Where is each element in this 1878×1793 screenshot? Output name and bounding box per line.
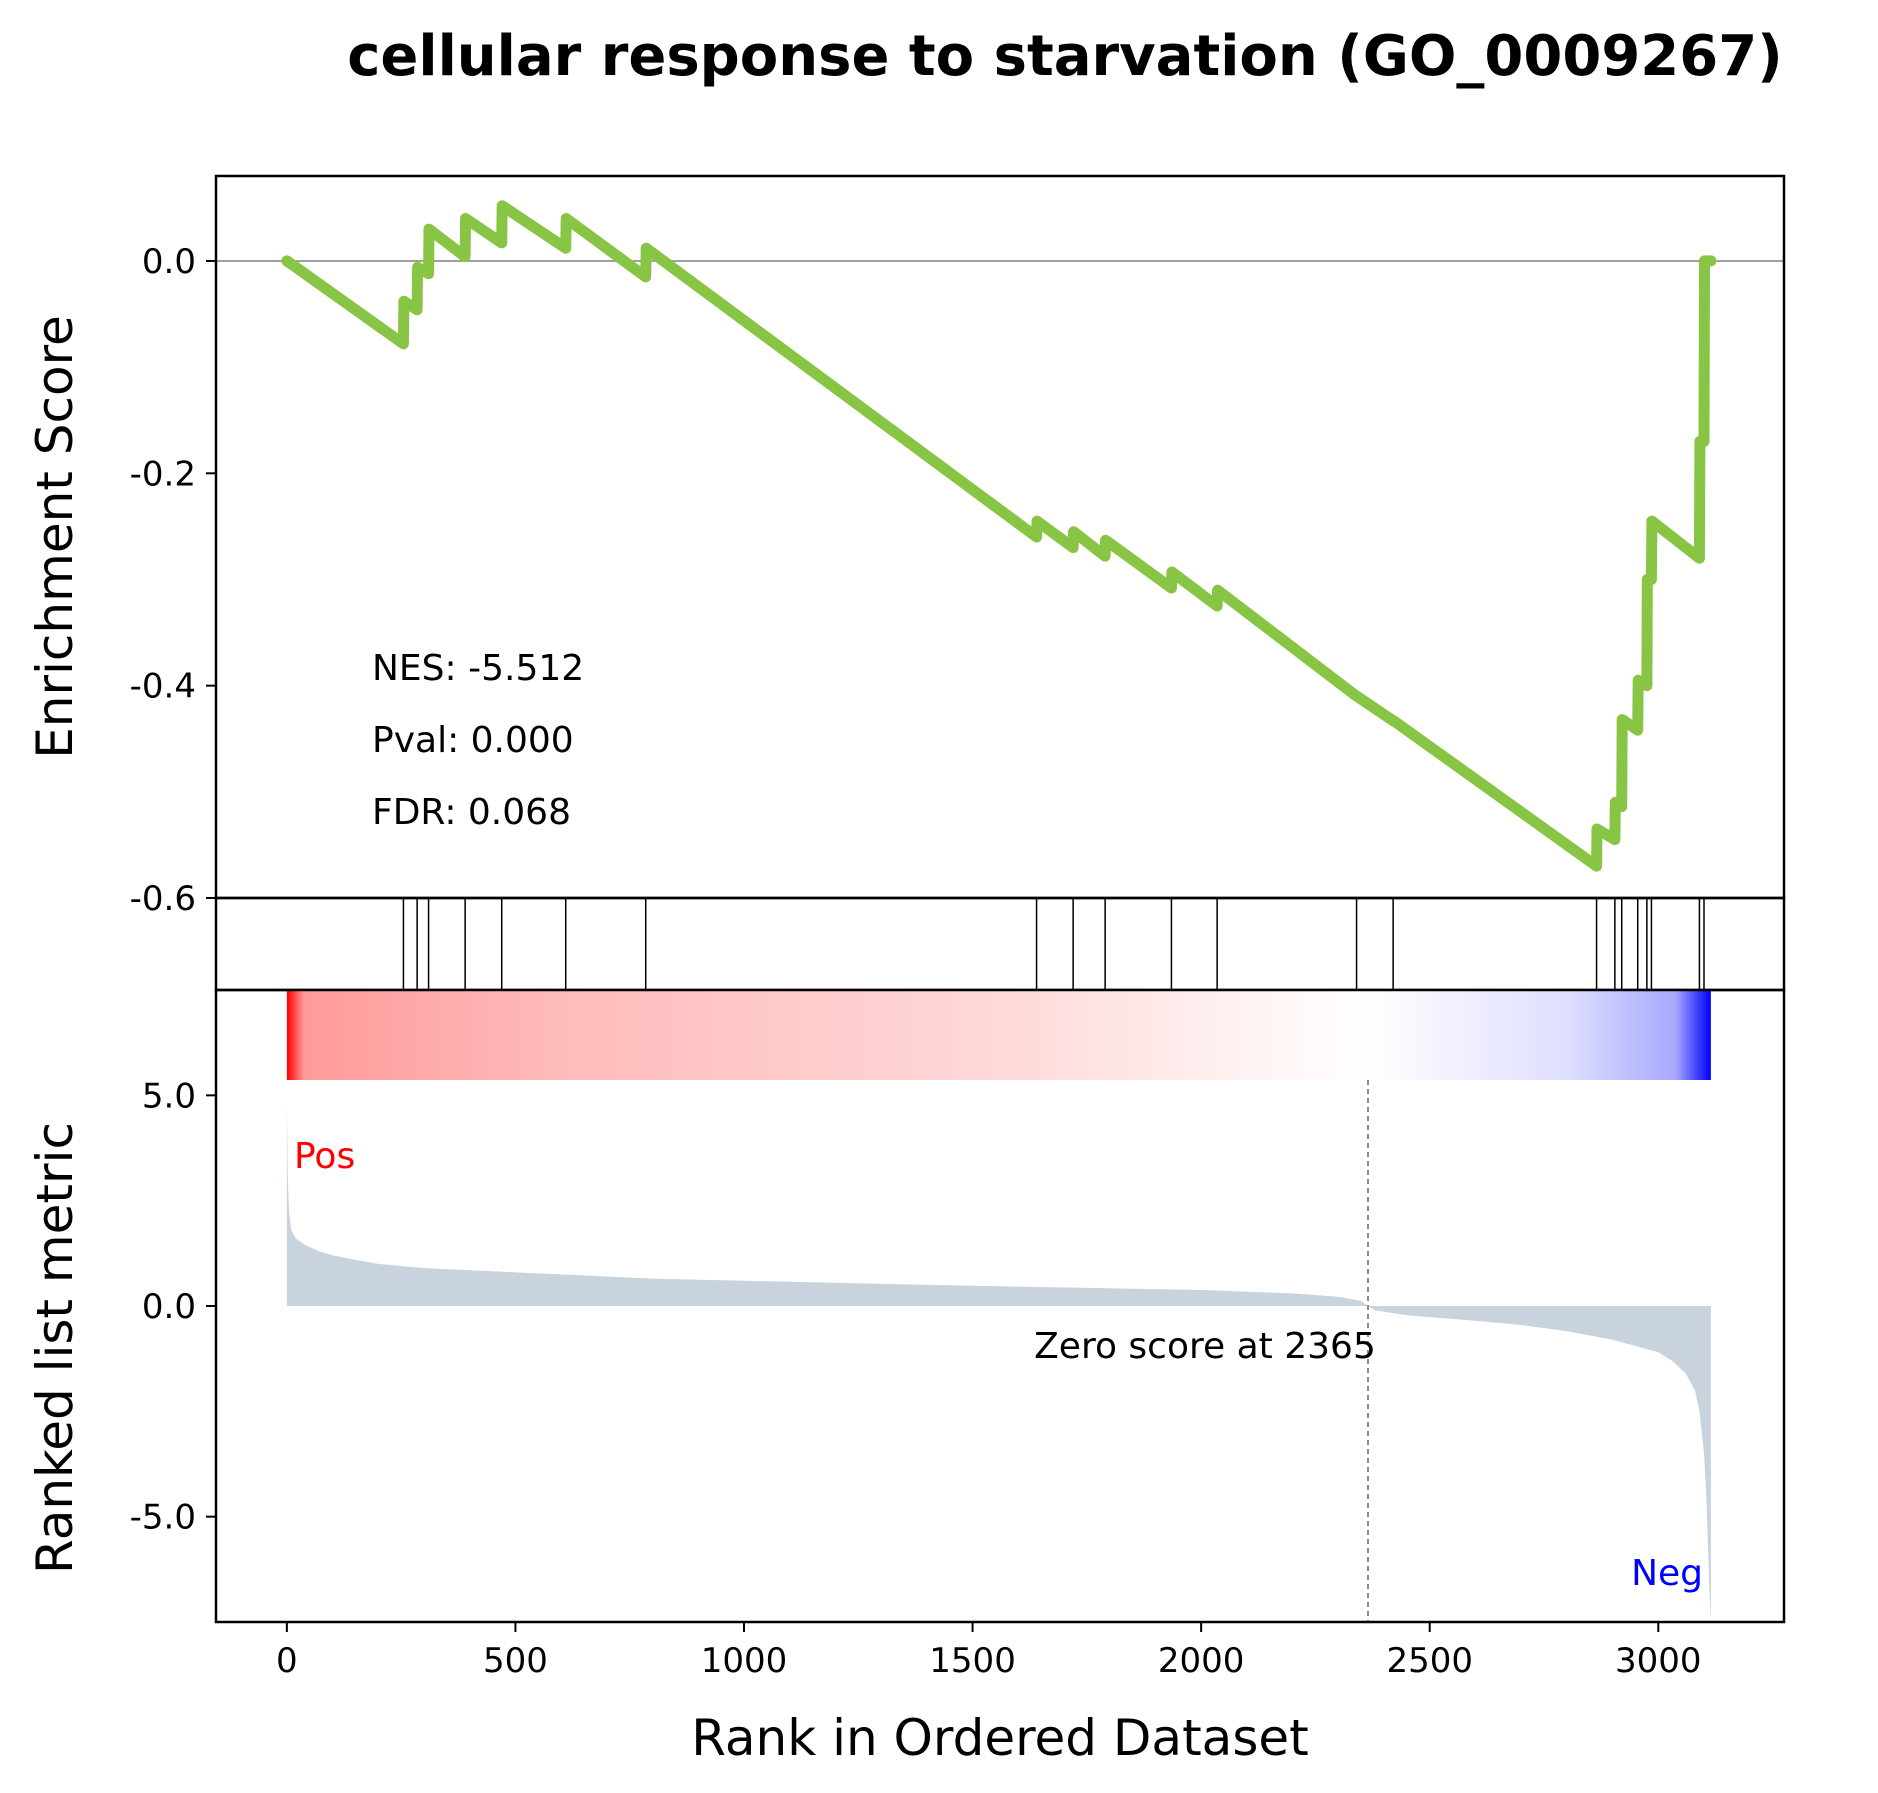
xtick-label: 0 [276,1641,298,1681]
hit-lines [402,898,1705,990]
es-annotation-fdr: FDR: 0.068 [372,792,571,833]
es-ticks: 0.0 -0.2 -0.4 -0.6 [130,242,216,919]
x-ticks: 0 500 1000 1500 2000 2500 3000 [276,1622,1702,1681]
rank-colorbar [286,990,1711,1080]
es-y-axis-label: Enrichment Score [26,315,84,759]
metric-panel: Pos Neg Zero score at 2365 5.0 0.0 -5.0 [130,988,1786,1624]
es-axes-frame [214,174,1786,900]
metric-ytick-label: 0.0 [142,1287,196,1327]
xtick-label: 2000 [1158,1641,1245,1681]
pos-label: Pos [294,1136,355,1177]
hits-axes-frame [214,896,1786,992]
es-ytick-label: -0.2 [130,454,196,494]
xtick-label: 3000 [1615,1641,1702,1681]
es-ytick-label: -0.6 [130,879,196,919]
es-annotation-nes: NES: -5.512 [372,648,584,689]
chart-title: cellular response to starvation (GO_0009… [347,24,1783,89]
es-ytick-label: 0.0 [142,242,196,282]
neg-label: Neg [1631,1553,1703,1594]
metric-ticks: 5.0 0.0 -5.0 [130,1076,216,1538]
es-annotation-pval: Pval: 0.000 [372,720,574,761]
es-line [281,200,1717,872]
metric-area [286,1103,1711,1622]
xtick-label: 500 [483,1641,548,1681]
zero-score-text: Zero score at 2365 [1034,1326,1376,1367]
metric-ytick-label: 5.0 [142,1076,196,1116]
metric-y-axis-label: Ranked list metric [26,1122,84,1574]
xtick-label: 1500 [929,1641,1016,1681]
xtick-label: 2500 [1386,1641,1473,1681]
metric-axes-frame [214,988,1786,1624]
xtick-label: 1000 [701,1641,788,1681]
x-axis-label: Rank in Ordered Dataset [691,1709,1308,1767]
es-ytick-label: -0.4 [130,667,196,707]
metric-ytick-label: -5.0 [130,1498,196,1538]
es-panel: 0.0-0.2-0.4-0.6 NES: -5.512 Pval: 0.000 … [130,174,1786,919]
hits-panel [214,896,1786,992]
